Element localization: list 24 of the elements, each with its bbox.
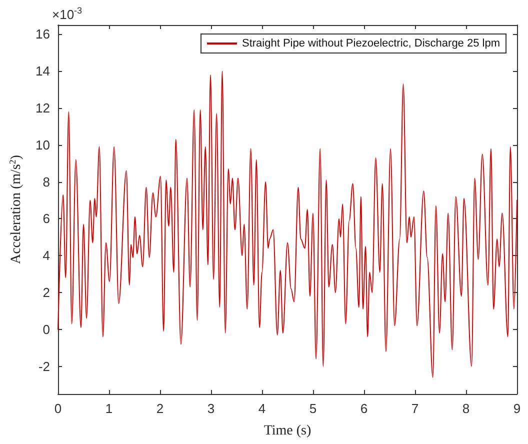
x-tick-label: 0	[54, 401, 62, 416]
x-tick-label: 1	[105, 401, 113, 416]
x-tick-label: 3	[207, 401, 215, 416]
y-axis-title: Acceleration (m/s2)	[8, 154, 24, 264]
y-tick-label: -2	[38, 358, 50, 374]
y-tick-label: 6	[42, 211, 50, 226]
x-axis-title: Time (s)	[264, 424, 312, 438]
y-tick-label: 0	[42, 322, 50, 337]
x-tick-label: 6	[360, 401, 368, 416]
y-tick-label: 14	[36, 64, 50, 79]
y-tick-label: 10	[36, 137, 50, 152]
y-tick-label: 8	[42, 174, 50, 190]
x-tick-label: 2	[156, 401, 164, 416]
x-tick-label: 7	[411, 401, 419, 416]
y-tick-label: 4	[42, 248, 50, 264]
line-series	[58, 70, 518, 378]
y-tick-label: 12	[36, 100, 50, 116]
x-tick-label: 9	[513, 401, 521, 416]
y-tick-label: 16	[36, 26, 50, 42]
y-tick-label: 2	[42, 285, 50, 300]
x-tick-label: 5	[309, 401, 317, 416]
x-tick-label: 8	[462, 401, 470, 416]
legend-label: Straight Pipe without Piezoelectric, Discharge 25 lpm	[242, 38, 500, 50]
x-tick-label: 4	[258, 401, 266, 416]
